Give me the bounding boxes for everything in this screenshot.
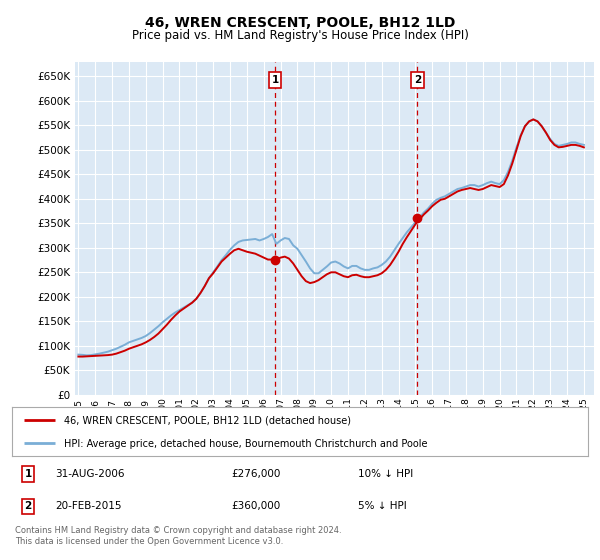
Text: 1: 1 [271,75,278,85]
Text: £276,000: £276,000 [231,469,280,479]
Text: 46, WREN CRESCENT, POOLE, BH12 1LD: 46, WREN CRESCENT, POOLE, BH12 1LD [145,16,455,30]
Text: Contains HM Land Registry data © Crown copyright and database right 2024.
This d: Contains HM Land Registry data © Crown c… [15,526,341,546]
Text: 2: 2 [25,501,32,511]
Text: 20-FEB-2015: 20-FEB-2015 [55,501,122,511]
Text: 1: 1 [25,469,32,479]
Text: 46, WREN CRESCENT, POOLE, BH12 1LD (detached house): 46, WREN CRESCENT, POOLE, BH12 1LD (deta… [64,416,351,426]
Text: 10% ↓ HPI: 10% ↓ HPI [358,469,413,479]
Text: Price paid vs. HM Land Registry's House Price Index (HPI): Price paid vs. HM Land Registry's House … [131,29,469,42]
Text: 5% ↓ HPI: 5% ↓ HPI [358,501,406,511]
Text: 31-AUG-2006: 31-AUG-2006 [55,469,125,479]
Text: HPI: Average price, detached house, Bournemouth Christchurch and Poole: HPI: Average price, detached house, Bour… [64,438,427,449]
Text: 2: 2 [414,75,421,85]
Text: £360,000: £360,000 [231,501,280,511]
